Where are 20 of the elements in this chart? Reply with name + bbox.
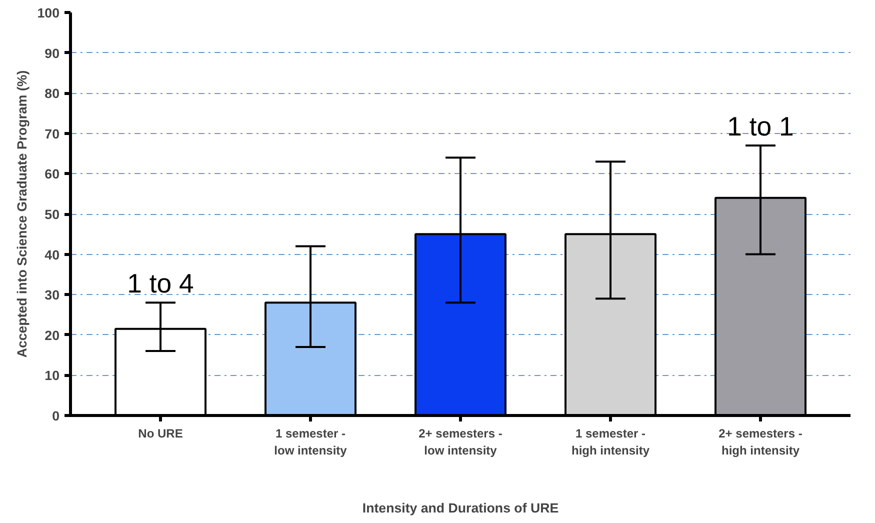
x-tick-label: No URE: [138, 426, 183, 440]
x-tick-label: 2+ semesters - low intensity: [418, 426, 502, 458]
y-tick-label: 30: [44, 288, 60, 303]
y-tick-label: 80: [44, 86, 60, 102]
x-tick-label: 1 semester - high intensity: [572, 426, 650, 458]
x-axis-title: Intensity and Durations of URE: [362, 500, 559, 516]
y-axis-title: Accepted into Science Graduate Program (%): [14, 70, 30, 358]
y-tick-label: 100: [37, 6, 60, 20]
y-tick-label: 60: [44, 166, 60, 182]
y-tick-label: 50: [44, 207, 60, 222]
annotation: 1 to 4: [127, 268, 194, 299]
y-tick-label: 90: [44, 46, 60, 61]
y-tick-label: 70: [44, 126, 60, 142]
y-tick-label: 20: [44, 328, 60, 343]
annotation: 1 to 1: [727, 111, 794, 142]
y-tick-label: 0: [52, 408, 60, 424]
x-tick-label: 2+ semesters - high intensity: [718, 426, 802, 458]
x-tick-label: 1 semester - low intensity: [274, 426, 348, 458]
y-tick-label: 10: [44, 368, 60, 384]
y-tick-label: 40: [44, 247, 60, 262]
